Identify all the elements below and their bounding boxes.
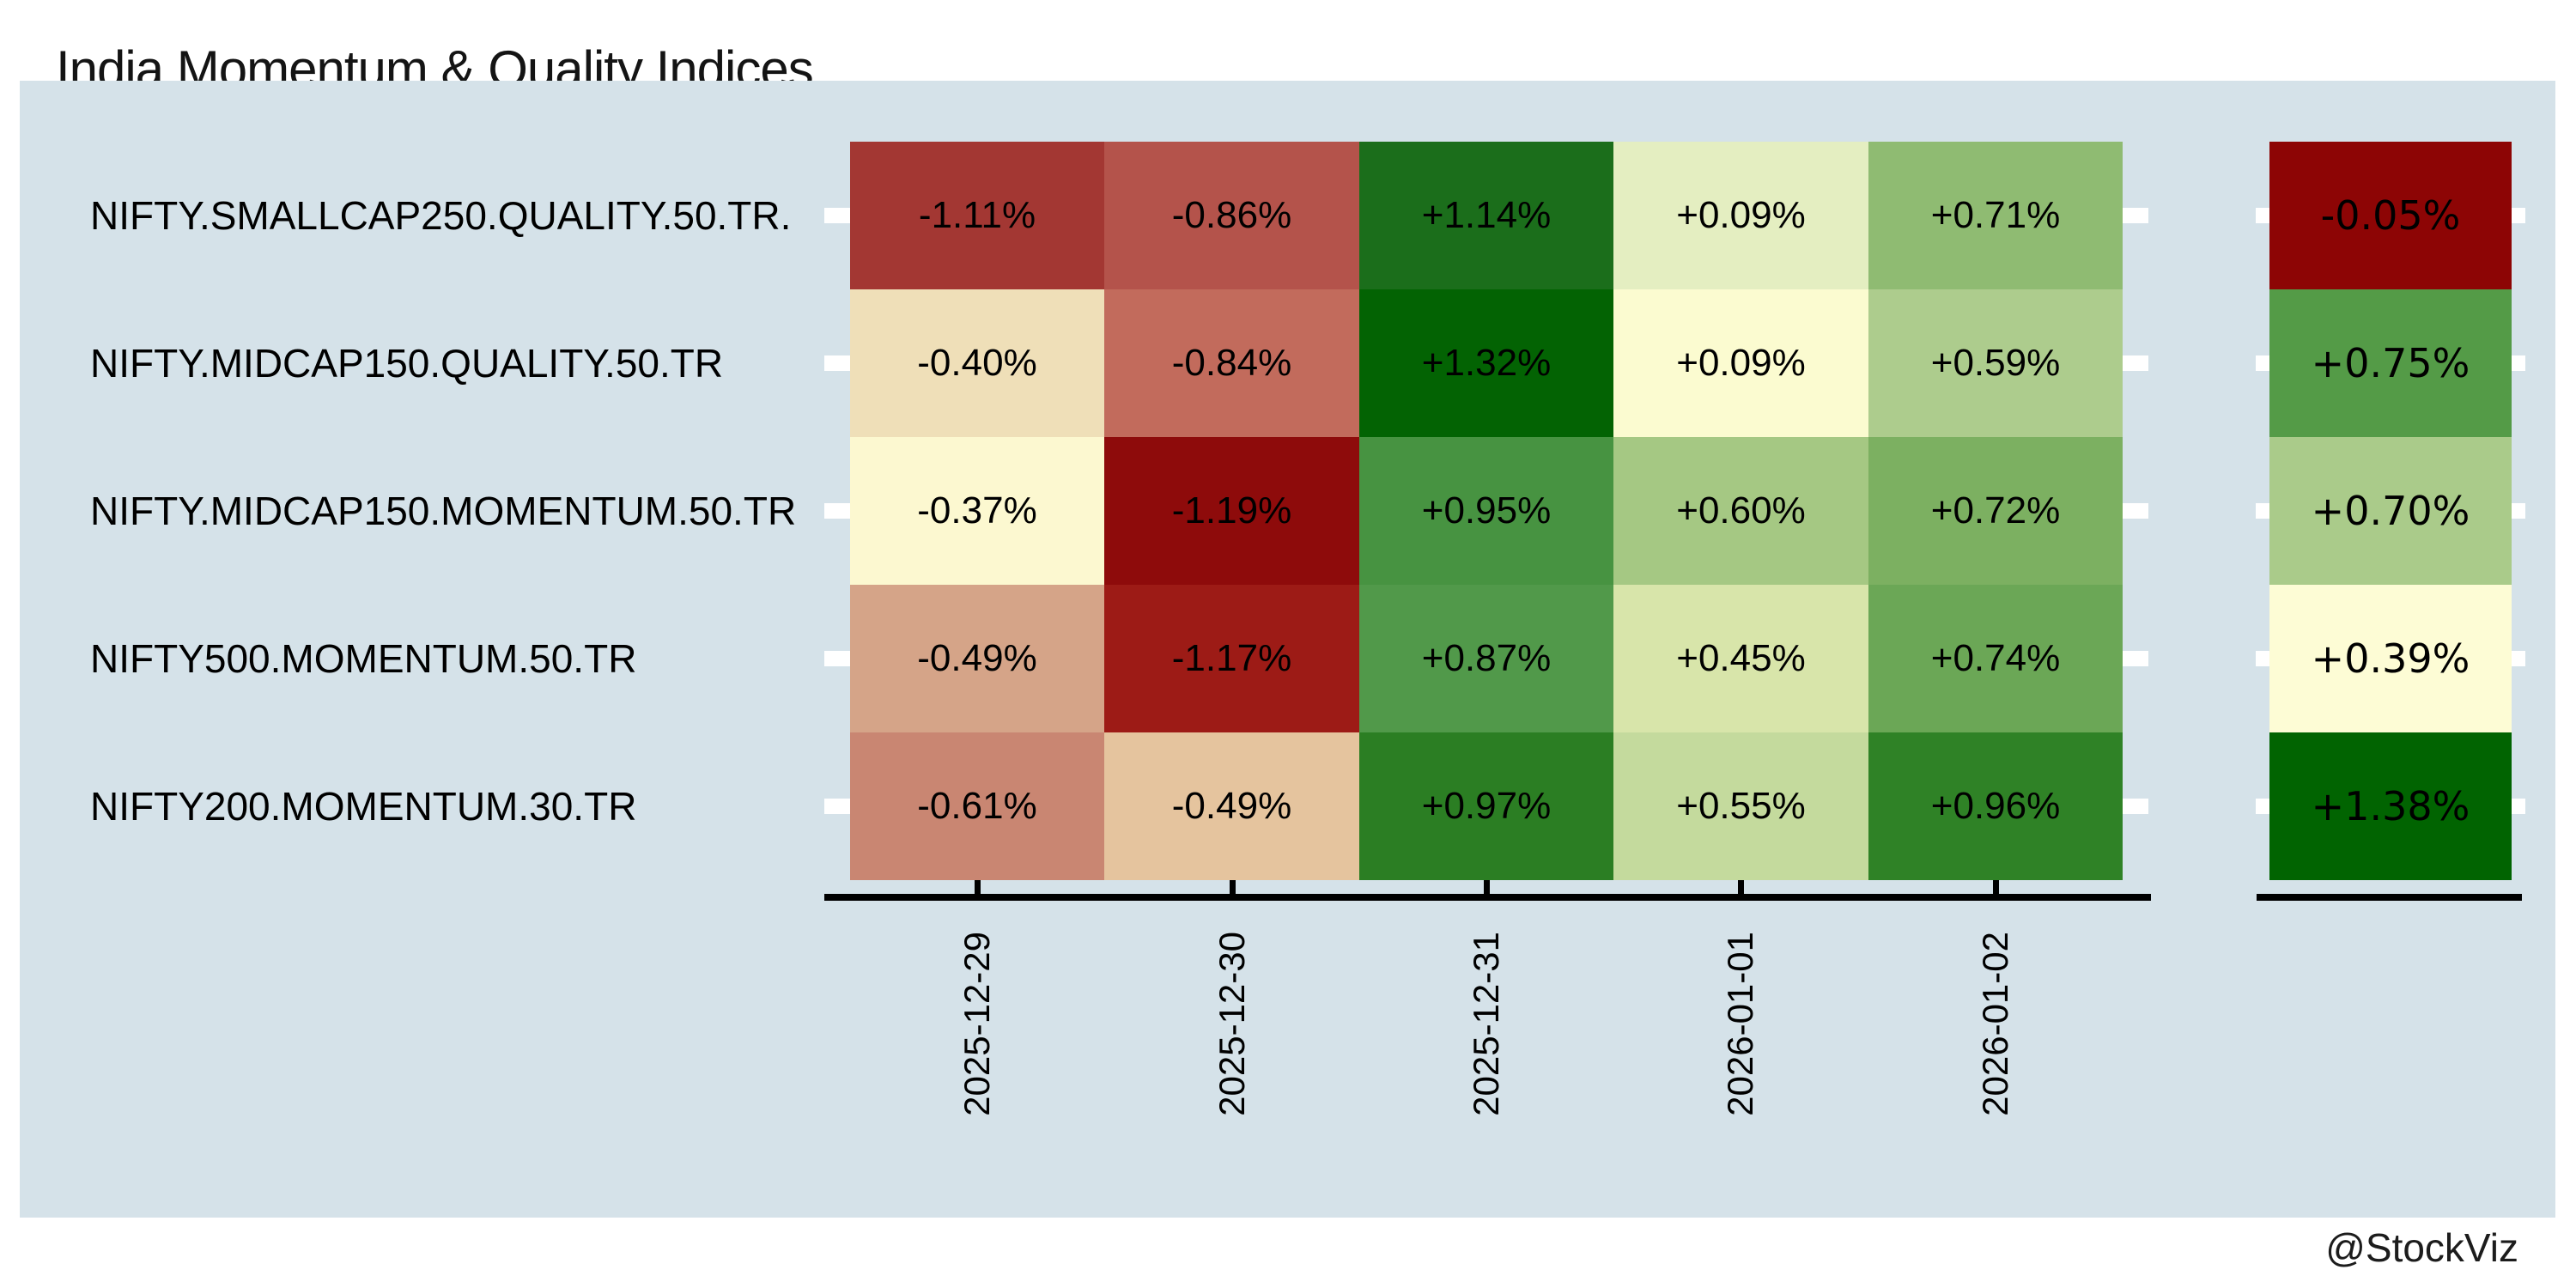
x-tick-mark xyxy=(1738,880,1744,896)
heatmap-cell: +0.95% xyxy=(1359,437,1613,585)
heatmap-cell: -0.40% xyxy=(850,289,1104,437)
heatmap-cell: +1.14% xyxy=(1359,142,1613,289)
heatmap-cell: -1.11% xyxy=(850,142,1104,289)
x-axis-date-label: 2026-01-02 xyxy=(1975,932,2015,1116)
summary-cell: +1.38% xyxy=(2269,732,2512,880)
y-tick-mark xyxy=(2512,208,2525,223)
heatmap-cell: +0.74% xyxy=(1868,585,2123,732)
y-tick-mark xyxy=(2512,651,2525,666)
row-label: NIFTY.MIDCAP150.MOMENTUM.50.TR xyxy=(90,489,797,533)
summary-cell: +0.70% xyxy=(2269,437,2512,585)
heatmap-cell: +0.09% xyxy=(1613,142,1868,289)
heatmap-cell: +0.55% xyxy=(1613,732,1868,880)
x-axis-date-label: 2025-12-30 xyxy=(1212,932,1252,1116)
y-tick-mark xyxy=(2256,208,2269,223)
y-tick-mark xyxy=(2512,503,2525,519)
y-tick-mark xyxy=(824,503,850,519)
heatmap-cell: +0.45% xyxy=(1613,585,1868,732)
y-tick-mark xyxy=(2123,208,2148,223)
y-tick-mark xyxy=(2256,651,2269,666)
heatmap-cell: +0.96% xyxy=(1868,732,2123,880)
heatmap-cell: -0.37% xyxy=(850,437,1104,585)
y-tick-mark xyxy=(2123,503,2148,519)
y-tick-mark xyxy=(2512,799,2525,814)
summary-cell: -0.05% xyxy=(2269,142,2512,289)
heatmap-cell: -1.19% xyxy=(1104,437,1359,585)
summary-axis-line xyxy=(2257,894,2522,901)
y-tick-mark xyxy=(824,208,850,223)
y-tick-mark xyxy=(2123,355,2148,371)
heatmap-cell: -1.17% xyxy=(1104,585,1359,732)
heatmap-cell: -0.49% xyxy=(850,585,1104,732)
heatmap-cell: +0.09% xyxy=(1613,289,1868,437)
x-axis-date-label: 2025-12-29 xyxy=(957,932,997,1116)
heatmap-cell: -0.84% xyxy=(1104,289,1359,437)
heatmap-cell: +0.60% xyxy=(1613,437,1868,585)
x-tick-mark xyxy=(975,880,981,896)
heatmap-cell: -0.49% xyxy=(1104,732,1359,880)
x-tick-mark xyxy=(1230,880,1236,896)
heatmap-cell: +0.87% xyxy=(1359,585,1613,732)
heatmap-cell: +0.97% xyxy=(1359,732,1613,880)
heatmap-cell: +0.71% xyxy=(1868,142,2123,289)
summary-cell: +0.39% xyxy=(2269,585,2512,732)
y-tick-mark xyxy=(2123,799,2148,814)
y-tick-mark xyxy=(2256,799,2269,814)
x-tick-mark xyxy=(1484,880,1490,896)
x-axis-date-label: 2025-12-31 xyxy=(1466,932,1506,1116)
row-label: NIFTY.SMALLCAP250.QUALITY.50.TR. xyxy=(90,193,792,238)
heatmap-cell: +1.32% xyxy=(1359,289,1613,437)
row-label: NIFTY.MIDCAP150.QUALITY.50.TR xyxy=(90,341,724,386)
row-label: NIFTY500.MOMENTUM.50.TR xyxy=(90,636,637,681)
y-tick-mark xyxy=(2123,651,2148,666)
x-axis-line xyxy=(824,894,2151,901)
y-tick-mark xyxy=(824,355,850,371)
heatmap-cell: +0.59% xyxy=(1868,289,2123,437)
watermark: @StockViz xyxy=(2325,1225,2518,1270)
y-tick-mark xyxy=(824,651,850,666)
x-tick-mark xyxy=(1993,880,1999,896)
heatmap-cell: -0.61% xyxy=(850,732,1104,880)
y-tick-mark xyxy=(2256,355,2269,371)
y-tick-mark xyxy=(2256,503,2269,519)
y-tick-mark xyxy=(824,799,850,814)
heatmap-cell: +0.72% xyxy=(1868,437,2123,585)
x-axis-date-label: 2026-01-01 xyxy=(1720,932,1760,1116)
y-tick-mark xyxy=(2512,355,2525,371)
heatmap-cell: -0.86% xyxy=(1104,142,1359,289)
row-label: NIFTY200.MOMENTUM.30.TR xyxy=(90,784,637,829)
summary-cell: +0.75% xyxy=(2269,289,2512,437)
